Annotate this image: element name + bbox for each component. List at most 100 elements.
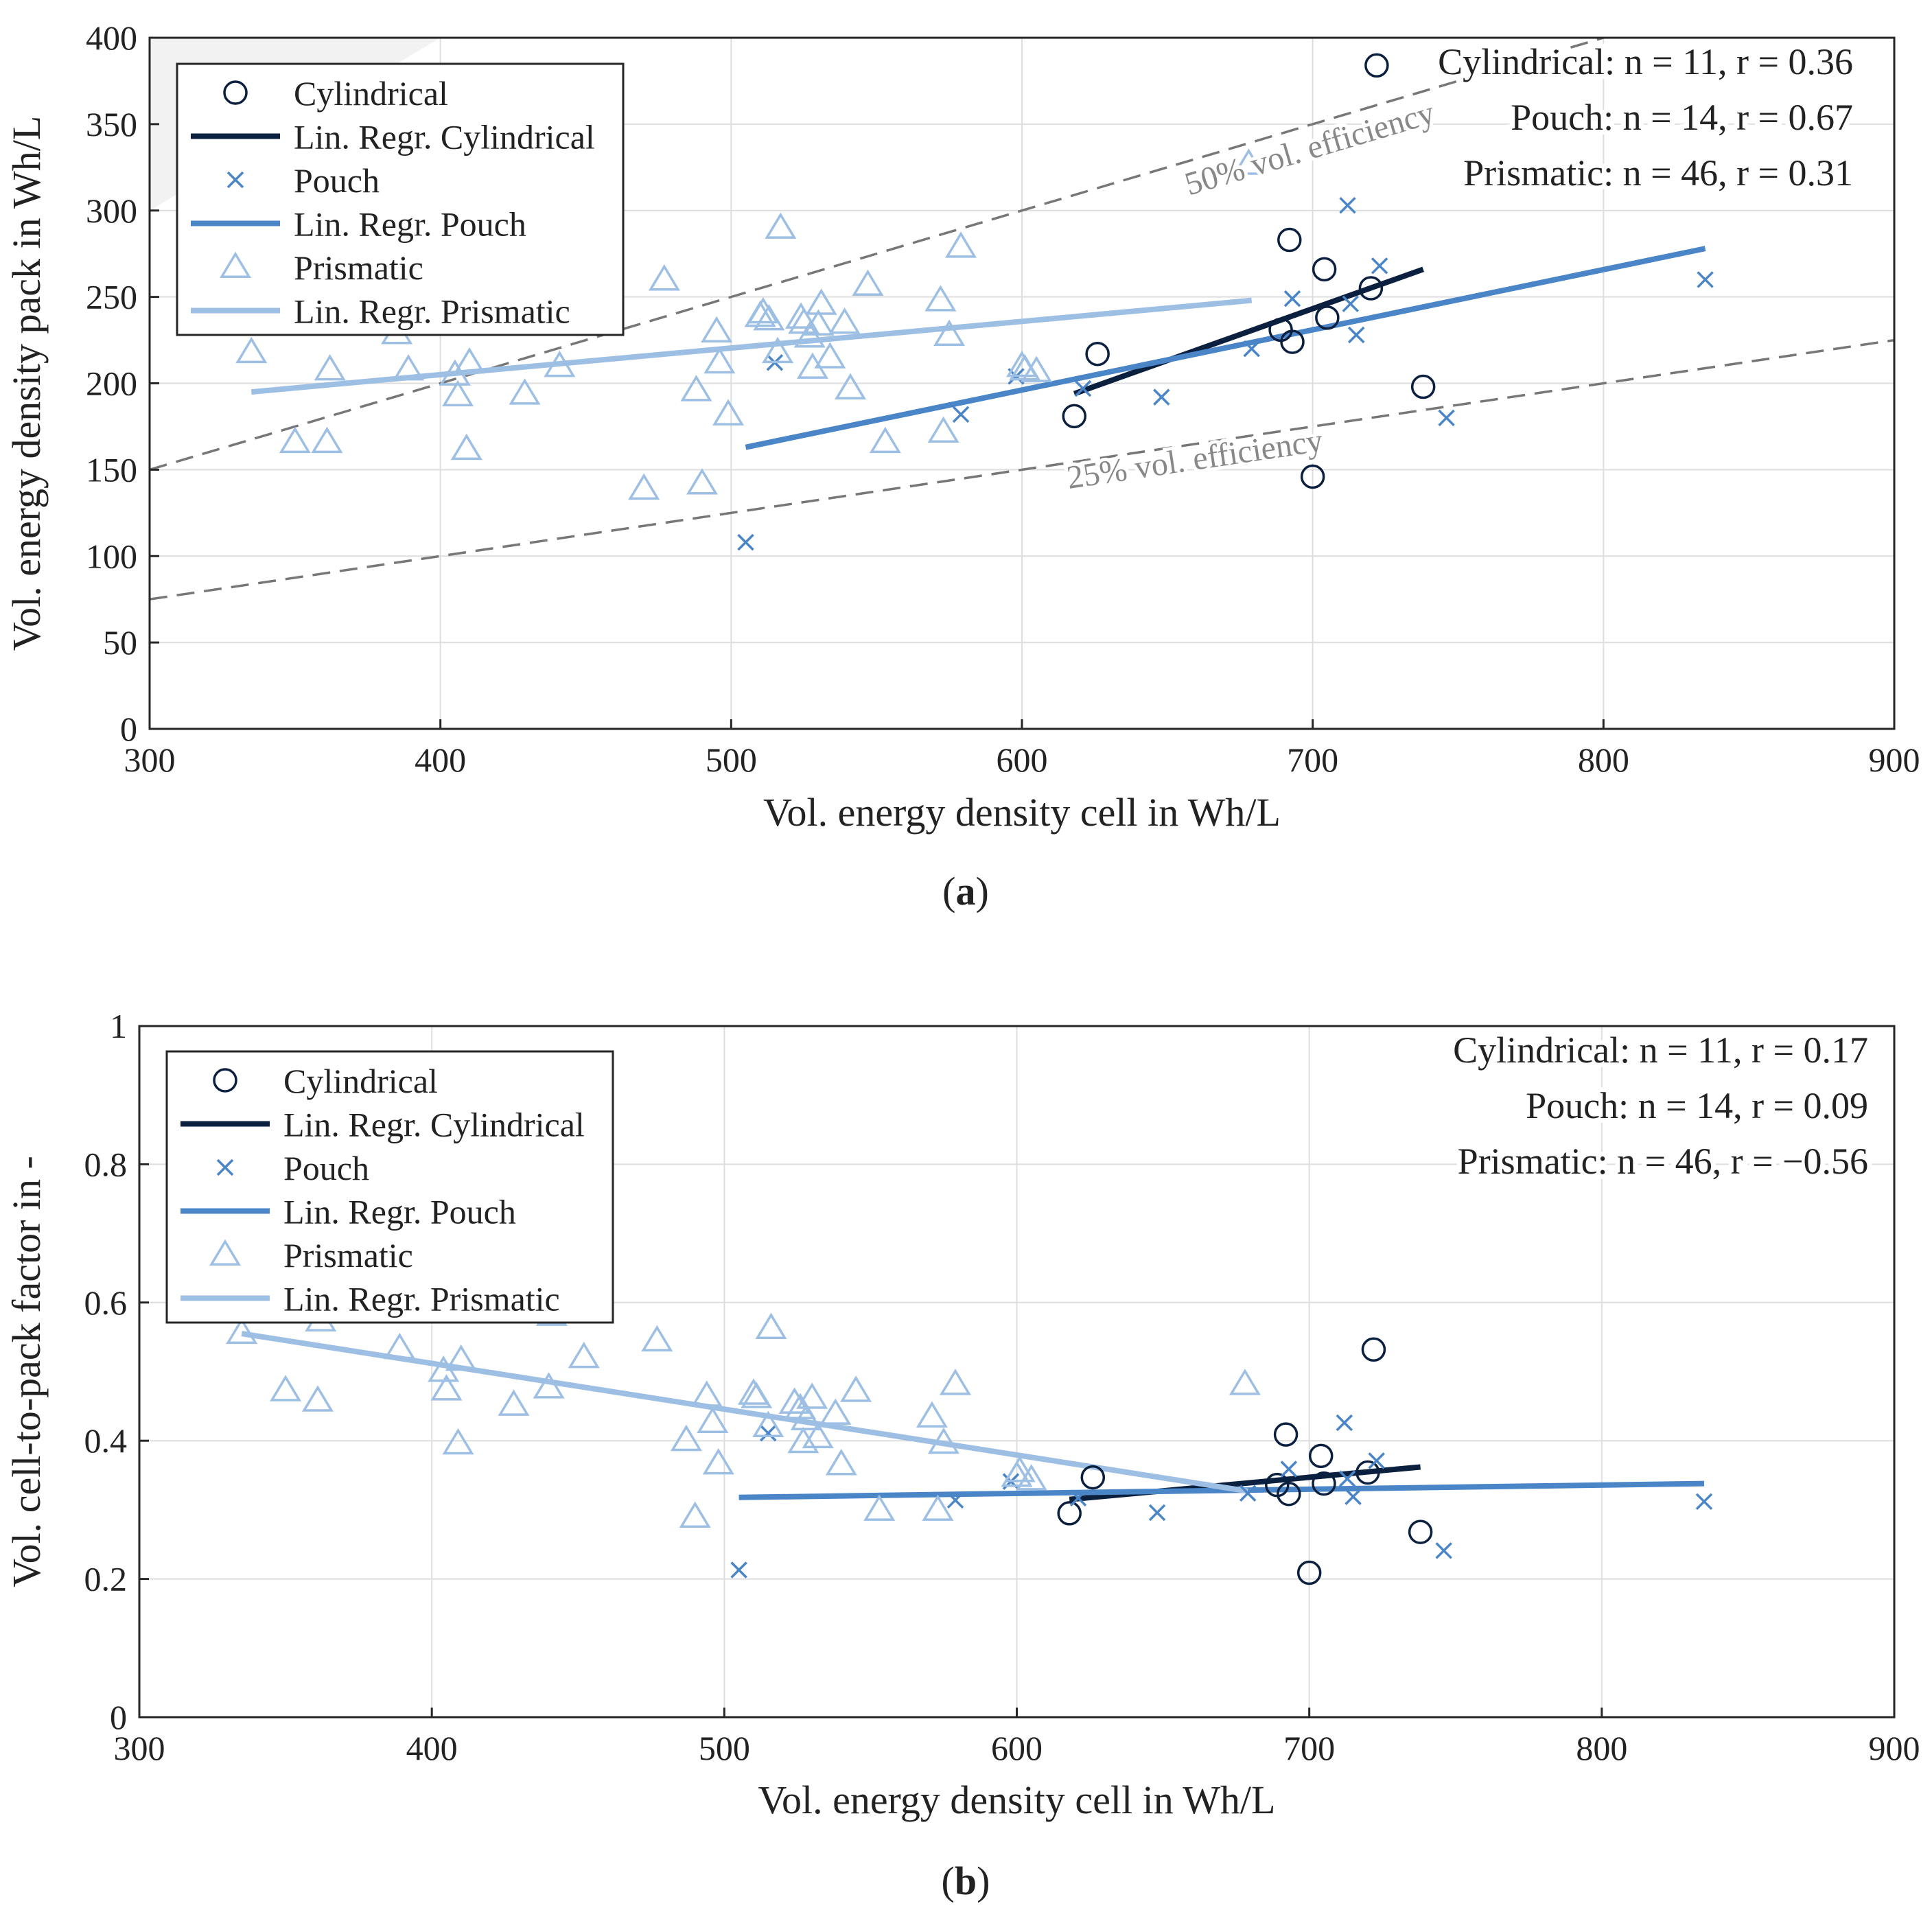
y-tick-label: 200	[86, 364, 137, 403]
x-tick-label: 400	[406, 1729, 458, 1767]
data-point-triangle	[924, 285, 957, 312]
legend-entry: Pouch	[294, 161, 380, 200]
y-tick-label: 1	[110, 1007, 127, 1045]
data-point-triangle	[814, 342, 846, 369]
data-point-circle	[1277, 1481, 1301, 1506]
data-point-triangle	[509, 378, 541, 405]
stats-space	[1629, 1085, 1638, 1126]
legend-entry: Prismatic	[283, 1236, 413, 1275]
data-point-circle	[1277, 227, 1302, 253]
data-point-triangle	[641, 1325, 673, 1352]
data-point-triangle	[445, 1344, 477, 1371]
data-point-x	[1338, 1470, 1356, 1487]
series-cylindrical	[1062, 53, 1436, 489]
x-axis-label: Vol. energy density cell in Wh/L	[763, 790, 1281, 835]
series-pouch	[737, 196, 1714, 551]
x-tick-label: 800	[1578, 741, 1629, 779]
data-point-triangle	[802, 1421, 834, 1449]
data-point-x	[1339, 196, 1356, 214]
x-tick-label: 300	[114, 1729, 165, 1767]
y-axis-label: Vol. energy density pack in Wh/L	[4, 116, 49, 651]
stats-line: Prismatic: n = 46, r = 0.31	[1463, 152, 1853, 194]
y-tick-label: 0	[110, 1698, 127, 1736]
x-tick-label: 600	[997, 741, 1048, 779]
data-point-x	[1243, 340, 1260, 358]
data-point-triangle	[453, 347, 486, 374]
data-point-triangle	[927, 1427, 959, 1454]
stats-space	[1630, 1029, 1640, 1071]
stats-annotation: Cylindrical: n = 11, r = 0.36 Pouch: n = …	[1433, 36, 1858, 198]
data-point-triangle	[752, 1410, 784, 1438]
legend-entry: Lin. Regr. Pouch	[294, 205, 526, 244]
y-tick-label: 150	[86, 450, 137, 489]
stats-line: Cylindrical: n = 11, r = 0.17	[1453, 1029, 1868, 1071]
data-point-circle	[1085, 341, 1110, 366]
data-point-circle	[1355, 1460, 1380, 1485]
data-point-x	[730, 1561, 747, 1579]
x-tick-label: 900	[1869, 741, 1920, 779]
legend-marker-x	[226, 171, 244, 189]
legend-entry: Lin. Regr. Prismatic	[283, 1280, 560, 1318]
x-tick-label: 500	[706, 741, 757, 779]
data-point-triangle	[568, 1341, 600, 1369]
data-point-x	[1069, 1489, 1087, 1507]
y-tick-label: 250	[86, 278, 137, 316]
data-point-triangle	[869, 426, 901, 454]
data-point-triangle	[747, 296, 779, 324]
x-tick-label: 700	[1287, 741, 1338, 779]
data-point-x	[1435, 1542, 1452, 1559]
data-point-triangle	[544, 350, 576, 377]
stats-value: n = 14, r = 0.67	[1623, 97, 1853, 138]
series-pouch	[730, 1414, 1713, 1579]
x-tick-label: 500	[699, 1729, 750, 1767]
series-prismatic	[226, 1299, 1261, 1528]
data-point-triangle	[1229, 1369, 1261, 1395]
y-tick-label: 400	[86, 19, 137, 57]
data-point-triangle	[442, 380, 474, 407]
data-point-triangle	[916, 1401, 948, 1428]
data-point-triangle	[450, 433, 482, 461]
y-tick-label: 300	[86, 191, 137, 230]
data-point-triangle	[753, 303, 785, 331]
y-axis-label: Vol. cell-to-pack factor in -	[4, 1156, 49, 1587]
data-point-circle	[1296, 1560, 1322, 1585]
regression-line-1	[745, 246, 1706, 450]
data-point-triangle	[301, 1385, 334, 1412]
data-point-x	[1368, 1452, 1385, 1469]
data-point-triangle	[1003, 1456, 1036, 1482]
series-prismatic	[235, 148, 1265, 500]
panel-label: (b)	[942, 1859, 990, 1903]
data-point-x	[760, 1424, 777, 1442]
stats-line: Prismatic: n = 46, r = −0.56	[1458, 1141, 1868, 1182]
stats-space	[1614, 152, 1623, 194]
data-point-circle	[1062, 404, 1087, 429]
legend-entry: Lin. Regr. Prismatic	[294, 292, 570, 331]
stats-value: n = 46, r = 0.31	[1623, 152, 1853, 194]
data-point-triangle	[944, 231, 977, 258]
stats-annotation: Cylindrical: n = 11, r = 0.17 Pouch: n = …	[1448, 1025, 1873, 1187]
y-tick-label: 0.4	[84, 1421, 128, 1460]
data-point-triangle	[1015, 1464, 1047, 1491]
legend-entry: Cylindrical	[283, 1062, 438, 1100]
data-point-triangle	[834, 373, 867, 400]
data-point-triangle	[442, 1428, 474, 1455]
data-point-circle	[1300, 464, 1325, 489]
legend-entry: Lin. Regr. Cylindrical	[283, 1106, 585, 1144]
data-point-triangle	[697, 1406, 729, 1434]
stats-label: Prismatic:	[1463, 152, 1614, 194]
data-point-x	[1345, 1488, 1362, 1506]
stats-value: n = 14, r = 0.09	[1638, 1085, 1868, 1126]
data-point-triangle	[701, 316, 733, 342]
data-point-circle	[1364, 53, 1389, 78]
data-point-triangle	[762, 336, 794, 364]
stats-value: n = 46, r = −0.56	[1617, 1141, 1868, 1182]
legend-entry: Lin. Regr. Pouch	[283, 1193, 516, 1231]
data-point-triangle	[393, 353, 425, 381]
data-point-triangle	[314, 353, 346, 381]
y-tick-label: 50	[103, 623, 137, 662]
data-point-triangle	[933, 319, 966, 347]
data-point-x	[946, 1491, 964, 1509]
data-point-triangle	[384, 1332, 416, 1360]
data-point-circle	[1080, 1465, 1106, 1490]
